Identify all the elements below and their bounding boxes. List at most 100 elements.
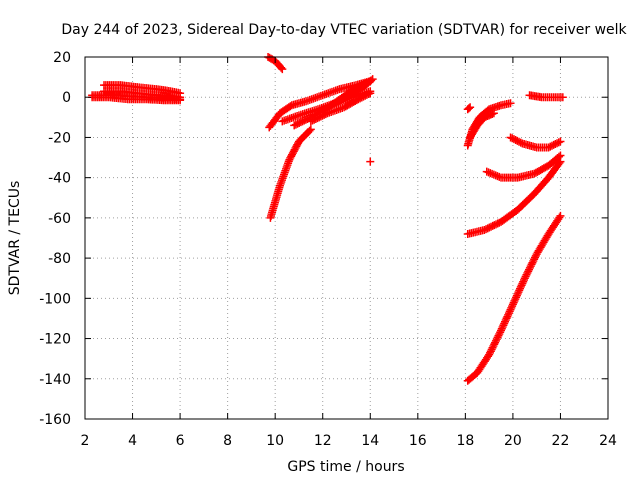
data-point-marker	[306, 125, 315, 134]
y-tick-label: 20	[53, 50, 71, 66]
x-tick-label: 2	[81, 433, 90, 449]
data-point-marker	[495, 172, 504, 181]
data-point-marker	[277, 63, 286, 72]
y-tick-label: -60	[48, 211, 71, 227]
data-point-marker	[530, 253, 539, 262]
data-point-marker	[305, 126, 314, 135]
data-point-marker	[499, 321, 508, 330]
data-point-marker	[500, 317, 509, 326]
data-point-marker	[486, 169, 495, 178]
data-point-marker	[524, 267, 533, 276]
y-tick-label: -140	[39, 372, 71, 388]
data-point-marker	[491, 338, 500, 347]
data-point-marker	[519, 277, 528, 286]
data-point-marker	[556, 211, 565, 220]
data-point-marker	[516, 284, 525, 293]
data-point-marker	[515, 286, 524, 295]
data-points	[88, 53, 567, 385]
y-tick-label: -120	[39, 332, 71, 348]
data-point-marker	[486, 347, 495, 356]
y-tick-label: -40	[48, 171, 71, 187]
data-point-marker	[484, 168, 493, 177]
data-point-marker	[520, 275, 529, 284]
data-point-marker	[498, 323, 507, 332]
data-point-marker	[558, 93, 567, 102]
data-point-marker	[530, 255, 539, 264]
data-point-marker	[513, 289, 522, 298]
data-point-marker	[464, 104, 473, 113]
y-tick-label: -100	[39, 291, 71, 307]
data-point-marker	[500, 319, 509, 328]
data-point-marker	[554, 152, 563, 161]
data-point-marker	[494, 331, 503, 340]
data-point-marker	[367, 76, 376, 85]
series-arc-7	[266, 125, 315, 222]
data-point-marker	[504, 309, 513, 318]
data-point-marker	[361, 79, 370, 88]
data-point-marker	[506, 99, 515, 108]
series-arc-2	[88, 93, 185, 105]
series-arc-5	[264, 53, 287, 74]
series-arc-13	[463, 103, 475, 114]
data-point-marker	[556, 137, 565, 146]
data-point-marker	[512, 293, 521, 302]
data-point-marker	[495, 329, 504, 338]
data-point-marker	[366, 89, 375, 98]
data-point-marker	[364, 90, 373, 99]
data-point-marker	[508, 302, 517, 311]
data-point-marker	[366, 157, 375, 166]
data-point-marker	[518, 279, 527, 288]
data-point-marker	[514, 288, 523, 297]
data-point-marker	[512, 291, 521, 300]
data-point-marker	[490, 340, 499, 349]
data-point-marker	[554, 138, 563, 147]
data-point-marker	[507, 303, 516, 312]
x-tick-label: 20	[504, 433, 522, 449]
x-tick-label: 22	[552, 433, 570, 449]
data-point-marker	[496, 328, 505, 337]
x-tick-label: 10	[266, 433, 284, 449]
data-point-marker	[516, 138, 525, 147]
data-point-marker	[525, 265, 534, 274]
x-tick-label: 6	[176, 433, 185, 449]
series-arc-17	[463, 211, 565, 385]
data-point-marker	[497, 326, 506, 335]
data-point-marker	[489, 109, 498, 118]
data-point-marker	[503, 312, 512, 321]
series-arc-4	[100, 87, 185, 102]
series-arc-19	[506, 133, 565, 152]
data-point-marker	[488, 343, 497, 352]
data-point-marker	[368, 75, 377, 84]
data-point-marker	[466, 103, 475, 112]
x-tick-label: 24	[599, 433, 617, 449]
data-point-marker	[485, 350, 494, 359]
series-arc-3	[100, 81, 185, 98]
y-tick-label: -80	[48, 251, 71, 267]
data-point-marker	[509, 298, 518, 307]
series-arc-12	[366, 157, 375, 166]
data-point-marker	[278, 65, 287, 74]
x-tick-label: 14	[361, 433, 379, 449]
x-tick-label: 16	[409, 433, 427, 449]
data-point-marker	[497, 324, 506, 333]
chart-title: Day 244 of 2023, Sidereal Day-to-day VTE…	[61, 22, 627, 38]
data-point-marker	[520, 274, 529, 283]
data-point-marker	[501, 316, 510, 325]
data-point-marker	[359, 80, 368, 89]
y-tick-label: 0	[62, 90, 71, 106]
series-arc-20	[525, 91, 567, 102]
data-point-marker	[505, 307, 514, 316]
data-point-marker	[527, 260, 536, 269]
series-arc-15	[466, 109, 498, 142]
data-point-marker	[523, 269, 532, 278]
x-tick-label: 12	[314, 433, 332, 449]
axis-ticks: 2 4 6 8 10 12 14 16 18 20 22 24200-20-40-60-80-100-…	[39, 50, 617, 449]
series-arc-18	[482, 151, 565, 182]
data-point-marker	[528, 258, 537, 267]
data-point-marker	[504, 310, 513, 319]
series-arc-16	[463, 157, 565, 238]
data-point-marker	[529, 256, 538, 265]
x-tick-label: 4	[128, 433, 137, 449]
data-point-marker	[516, 282, 525, 291]
